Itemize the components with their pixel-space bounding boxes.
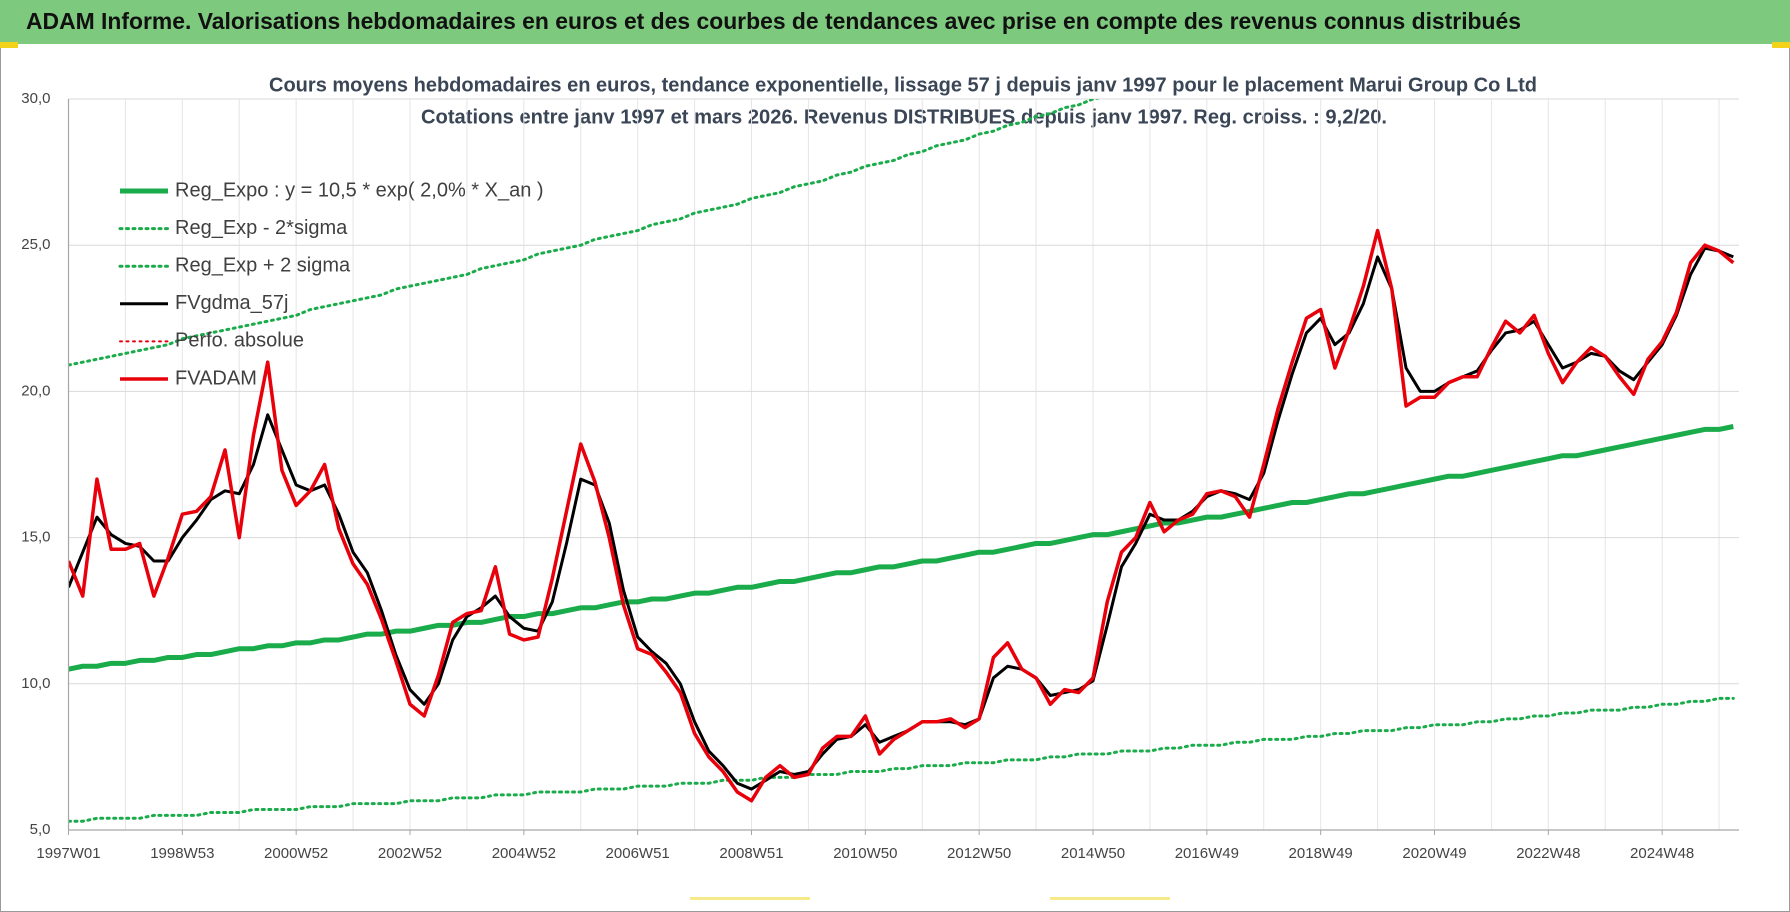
y-tick-label: 15,0 <box>21 529 50 546</box>
legend-label: Perfo. absolue <box>175 330 304 352</box>
footer-mark <box>690 897 810 900</box>
corner-mark <box>1772 42 1790 48</box>
legend-label: FVADAM <box>175 367 257 389</box>
x-tick-label: 2020W49 <box>1402 845 1466 862</box>
x-tick-label: 2016W49 <box>1175 845 1239 862</box>
legend-label: Reg_Expo : y = 10,5 * exp( 2,0% * X_an ) <box>175 179 544 201</box>
legend-label: Reg_Exp - 2*sigma <box>175 217 348 239</box>
plot-area <box>68 99 1735 823</box>
legend-label: FVgdma_57j <box>175 292 288 314</box>
y-tick-label: 5,0 <box>30 821 51 838</box>
x-tick-label: 2002W52 <box>378 845 442 862</box>
header-bar <box>0 0 1790 44</box>
x-tick-label: 2022W48 <box>1516 845 1580 862</box>
x-tick-label: 2000W52 <box>264 845 328 862</box>
y-tick-label: 25,0 <box>21 236 50 253</box>
axes: 5,0 10,0 15,0 20,0 25,0 30,0 1997W01 1998W53 200… <box>21 90 1739 862</box>
series-line <box>68 228 1735 803</box>
series-line <box>68 424 1734 672</box>
chart-subtitle: Cotations entre janv 1997 et mars 2026. … <box>421 106 1387 128</box>
header-title: ADAM Informe. Valorisations hebdomadaire… <box>26 8 1521 34</box>
series-line <box>68 99 1101 367</box>
x-tick-label: 2006W51 <box>606 845 670 862</box>
series-line <box>68 696 1735 823</box>
y-tick-label: 20,0 <box>21 382 50 399</box>
x-tick-label: 2004W52 <box>492 845 556 862</box>
y-tick-label: 30,0 <box>21 90 50 107</box>
x-tick-label: 2024W48 <box>1630 845 1694 862</box>
x-tick-label: 2010W50 <box>833 845 897 862</box>
legend: Reg_Expo : y = 10,5 * exp( 2,0% * X_an )… <box>118 179 544 389</box>
y-tick-label: 10,0 <box>21 675 50 692</box>
x-tick-label: 2014W50 <box>1061 845 1125 862</box>
x-tick-label: 2012W50 <box>947 845 1011 862</box>
x-tick-label: 1998W53 <box>150 845 214 862</box>
x-tick-label: 2008W51 <box>719 845 783 862</box>
corner-mark <box>0 42 18 48</box>
chart-title: Cours moyens hebdomadaires en euros, ten… <box>269 74 1537 96</box>
footer-mark <box>1050 897 1170 900</box>
x-tick-label: 2018W49 <box>1289 845 1353 862</box>
x-tick-label: 1997W01 <box>36 845 100 862</box>
legend-label: Reg_Exp + 2 sigma <box>175 254 351 276</box>
